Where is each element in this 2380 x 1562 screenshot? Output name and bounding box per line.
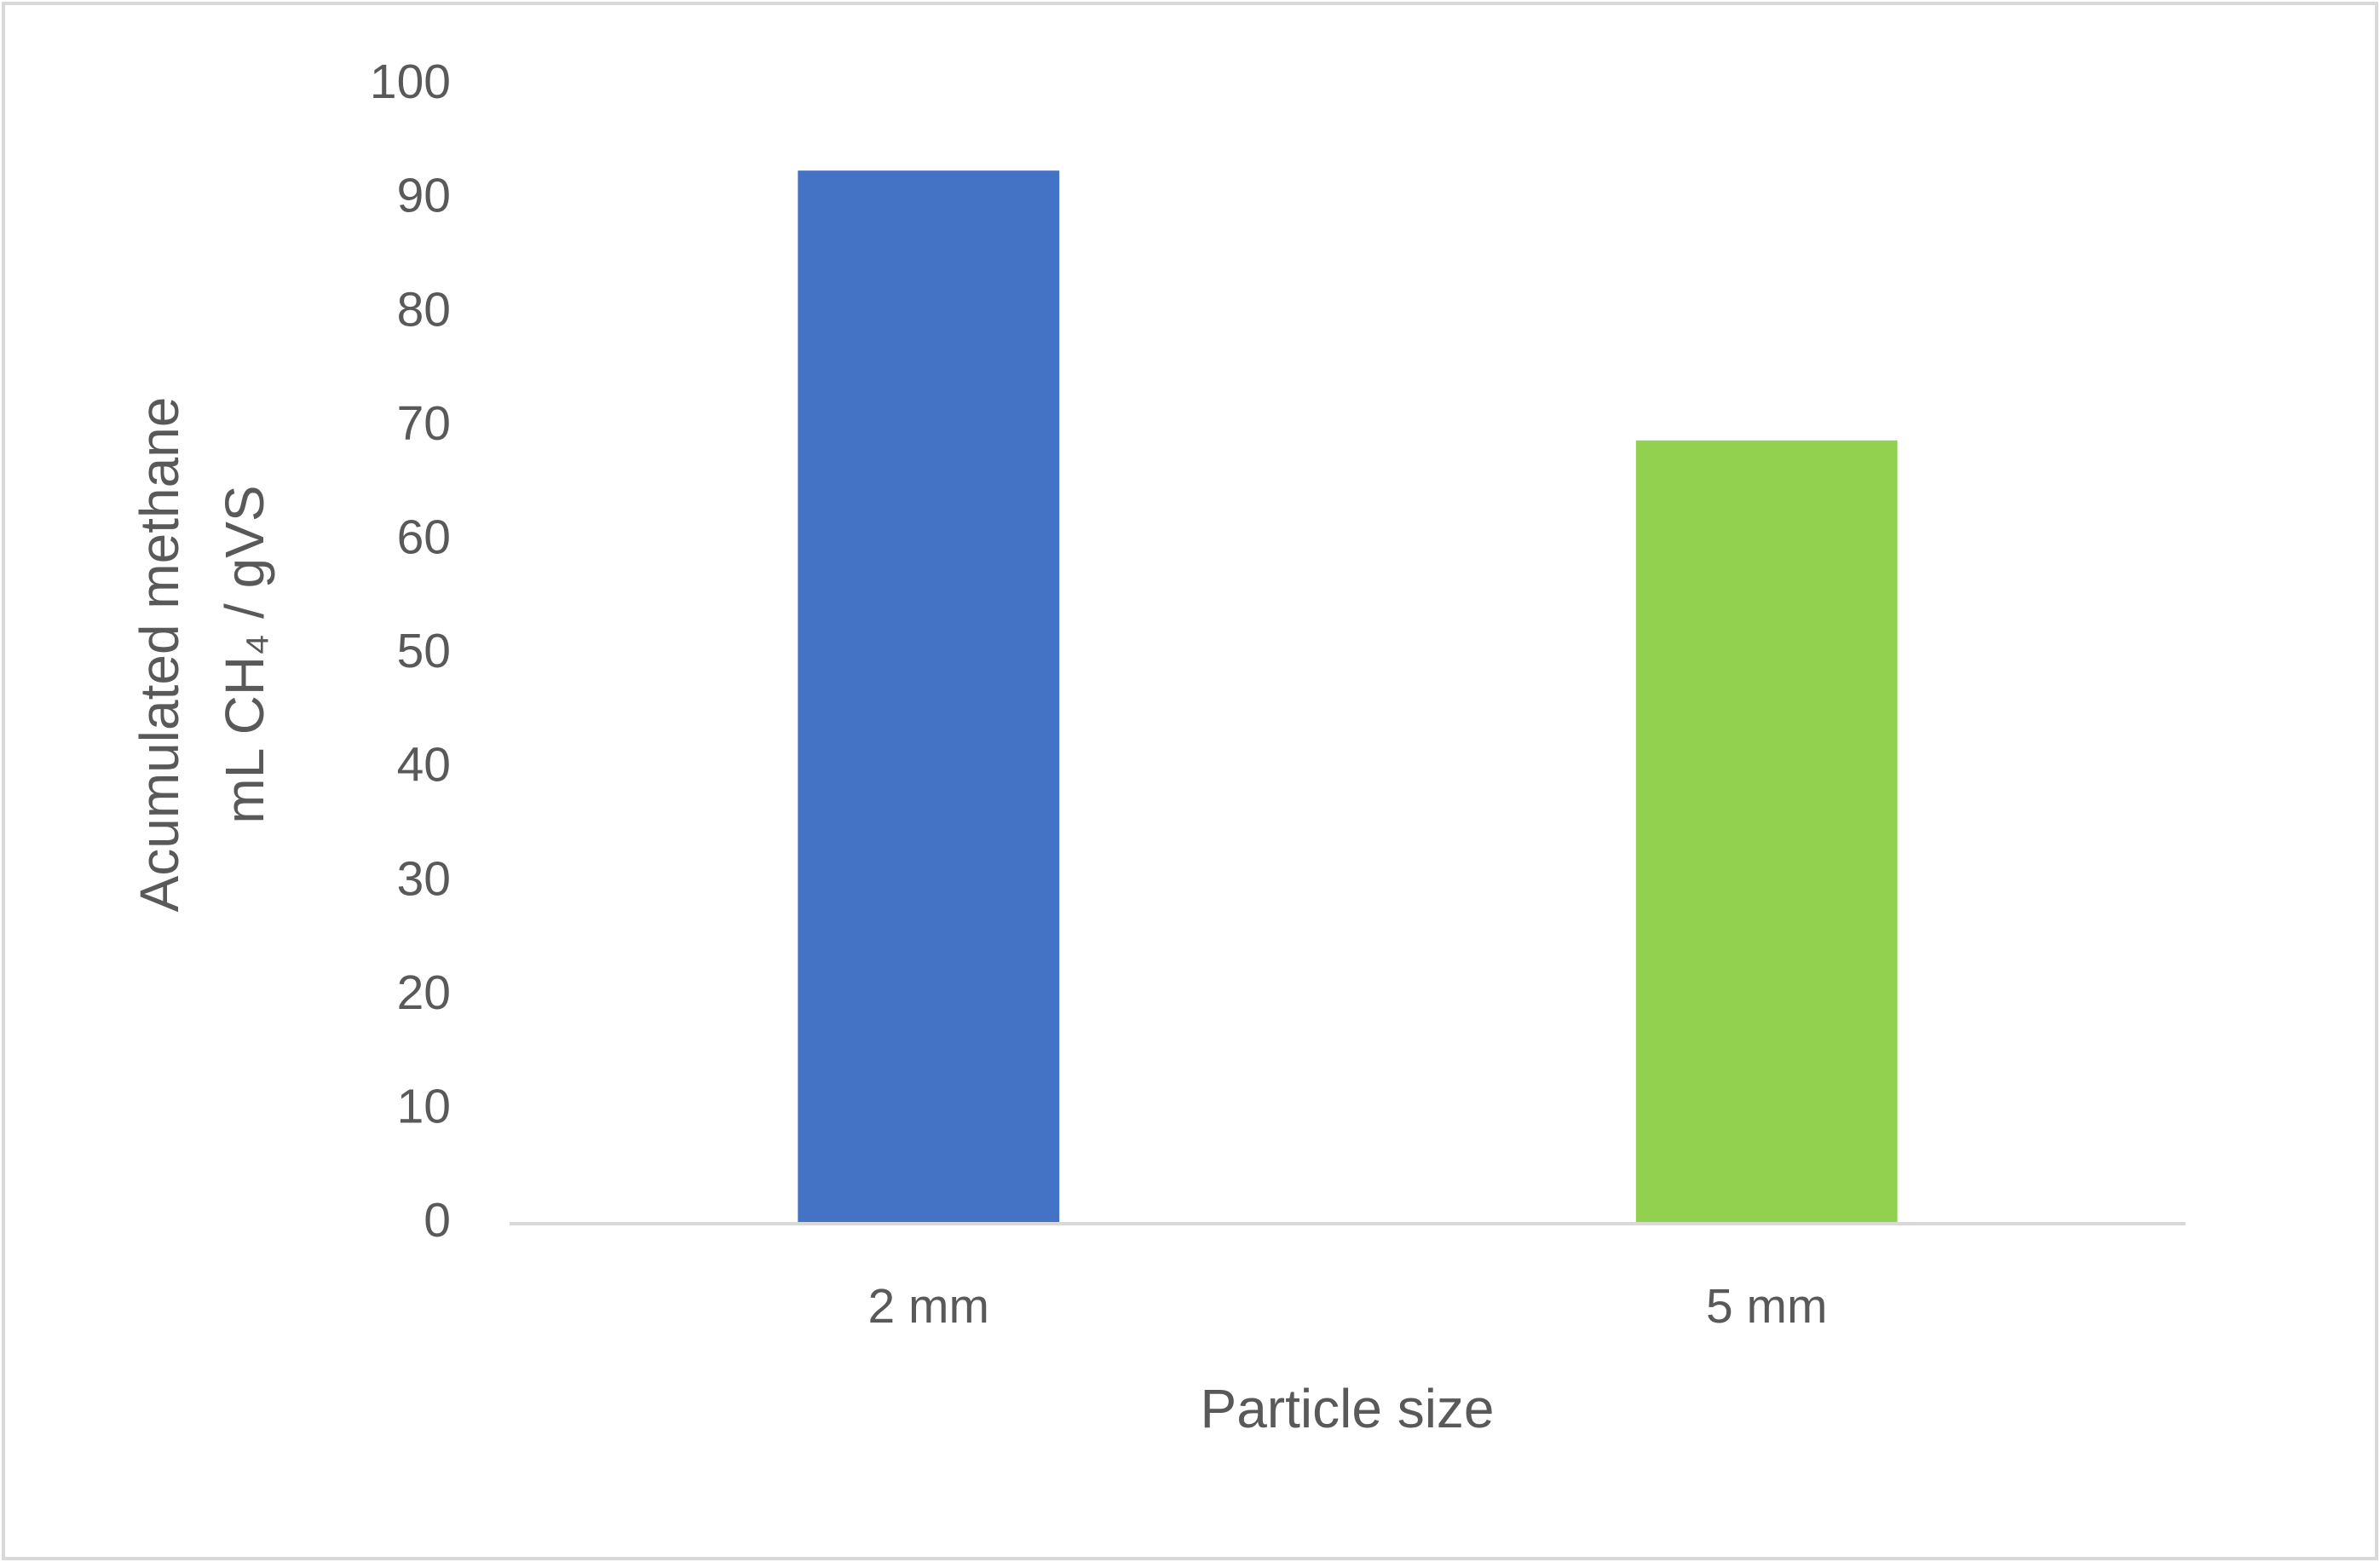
y-tick-label: 20 <box>397 965 451 1020</box>
x-axis-title: Particle size <box>1201 1378 1495 1439</box>
y-axis-title: Acumulated methane <box>129 397 190 913</box>
y-tick-label: 90 <box>397 169 451 223</box>
bar <box>1635 440 1898 1224</box>
x-tick-label: 5 mm <box>1706 1279 1828 1334</box>
y-tick-label: 0 <box>424 1193 451 1248</box>
bar <box>798 170 1060 1225</box>
y-tick-label: 100 <box>370 55 451 109</box>
y-tick-label: 40 <box>397 738 451 793</box>
y-tick-label: 30 <box>397 851 451 906</box>
y-tick-label: 80 <box>397 282 451 337</box>
y-tick-label: 70 <box>397 396 451 451</box>
y-tick-label: 10 <box>397 1079 451 1133</box>
y-tick-label: 60 <box>397 510 451 564</box>
y-tick-label: 50 <box>397 624 451 678</box>
x-tick-label: 2 mm <box>868 1279 990 1334</box>
y-axis-title: mL CH₄ / gVS <box>214 485 275 823</box>
